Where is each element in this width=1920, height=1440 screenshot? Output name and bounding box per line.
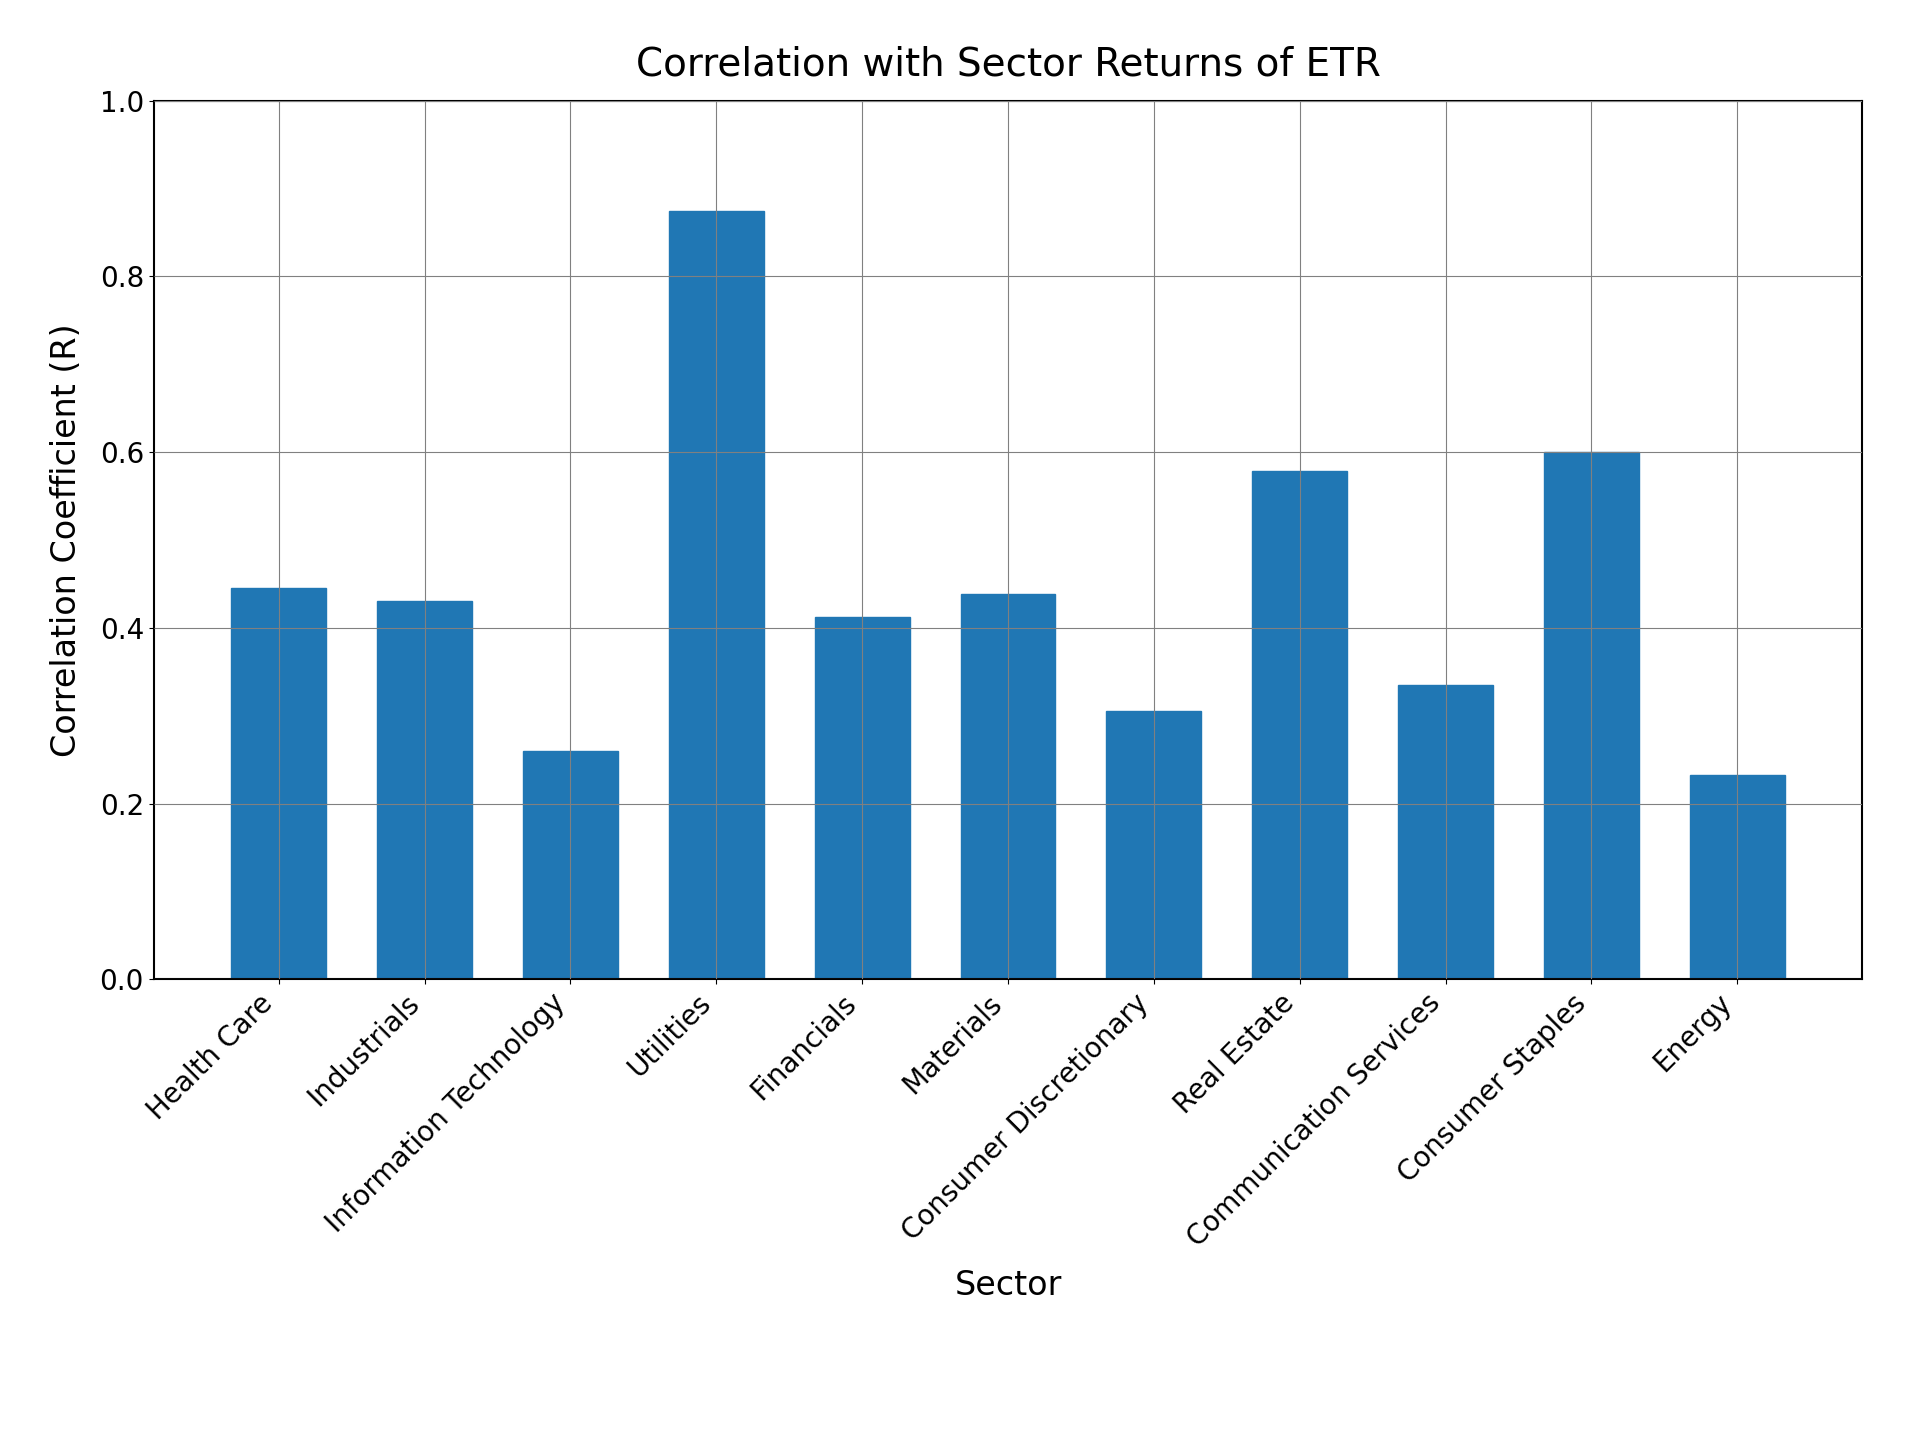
- Bar: [960, 595, 1056, 979]
- Bar: [1544, 452, 1640, 979]
- Title: Correlation with Sector Returns of ETR: Correlation with Sector Returns of ETR: [636, 46, 1380, 84]
- X-axis label: Sector: Sector: [954, 1269, 1062, 1302]
- Bar: [814, 618, 910, 979]
- Y-axis label: Correlation Coefficient (R): Correlation Coefficient (R): [50, 323, 83, 757]
- Bar: [1398, 685, 1494, 979]
- Bar: [1252, 471, 1348, 979]
- Bar: [376, 602, 472, 979]
- Bar: [1690, 775, 1786, 979]
- Bar: [668, 210, 764, 979]
- Bar: [522, 750, 618, 979]
- Bar: [1106, 711, 1202, 979]
- Bar: [230, 589, 326, 979]
